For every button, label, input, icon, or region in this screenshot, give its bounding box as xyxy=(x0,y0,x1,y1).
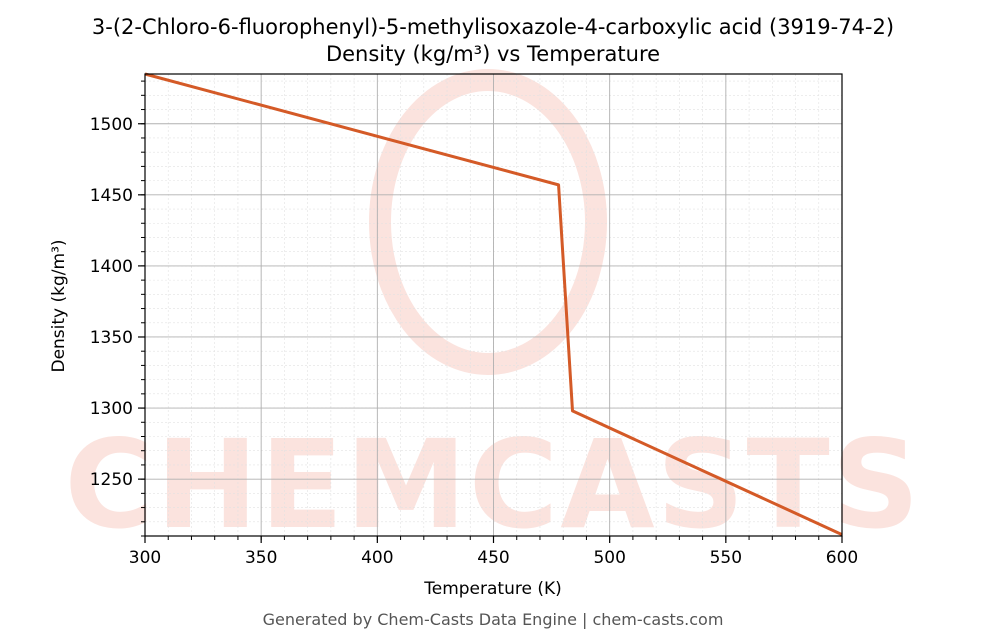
watermark-swirl-icon xyxy=(369,69,607,375)
y-tick-label: 1300 xyxy=(90,399,133,419)
y-tick-label: 1500 xyxy=(90,115,133,135)
x-axis-ticks: 300 350 400 450 500 550 600 xyxy=(129,536,858,568)
x-tick-label: 300 xyxy=(129,548,161,568)
x-tick-label: 350 xyxy=(245,548,277,568)
x-axis-label: Temperature (K) xyxy=(423,579,562,599)
chart-subtitle: Density (kg/m³) vs Temperature xyxy=(326,42,660,66)
y-tick-label: 1450 xyxy=(90,186,133,206)
footer-credit: Generated by Chem-Casts Data Engine | ch… xyxy=(263,610,724,629)
x-tick-label: 500 xyxy=(593,548,625,568)
x-tick-label: 450 xyxy=(477,548,509,568)
x-tick-label: 550 xyxy=(710,548,742,568)
y-axis-label: Density (kg/m³) xyxy=(49,239,69,372)
watermark-text: CHEMCASTS xyxy=(64,414,921,556)
chart-title: 3-(2-Chloro-6-fluorophenyl)-5-methylisox… xyxy=(92,15,894,39)
x-tick-label: 600 xyxy=(826,548,858,568)
watermark: CHEMCASTS xyxy=(64,69,921,556)
density-series-line xyxy=(144,72,843,536)
y-tick-label: 1250 xyxy=(90,470,133,490)
y-axis-ticks: 1250 1300 1350 1400 1450 1500 xyxy=(90,115,145,490)
y-tick-label: 1350 xyxy=(90,328,133,348)
y-tick-label: 1400 xyxy=(90,257,133,277)
x-tick-label: 400 xyxy=(361,548,393,568)
